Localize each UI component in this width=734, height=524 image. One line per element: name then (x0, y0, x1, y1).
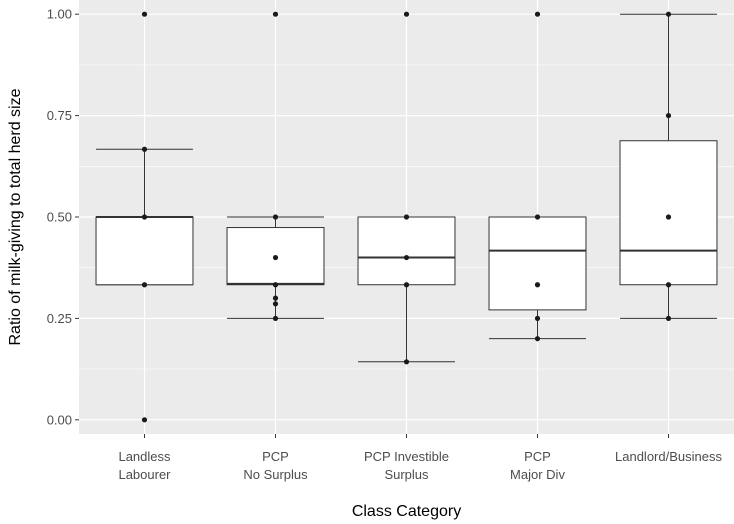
x-tick-label-line: No Surplus (243, 467, 308, 482)
y-tick-label: 0.25 (47, 311, 72, 326)
x-tick-label: PCP Major Div (510, 449, 565, 482)
data-point (665, 112, 672, 119)
data-point (141, 146, 148, 152)
data-point (665, 315, 672, 322)
x-tick-label: PCP No Surplus (243, 449, 308, 482)
y-tick-label: 1.00 (47, 7, 72, 22)
x-axis: Landless Labourer PCP No Surplus PCP Investi… (118, 434, 722, 482)
data-point (272, 282, 279, 288)
data-point (141, 417, 148, 423)
data-point (403, 214, 410, 220)
data-point (272, 11, 279, 17)
x-tick-label-line: PCP (262, 449, 289, 464)
x-tick-label: Landless Labourer (118, 449, 171, 482)
x-tick-label-line: Landlord/Business (615, 449, 722, 464)
data-point (272, 315, 279, 322)
y-tick-label: 0.00 (47, 412, 72, 427)
x-tick-label: Landlord/Business (615, 449, 722, 464)
x-axis-title: Class Category (352, 503, 461, 520)
data-point (534, 315, 541, 322)
data-point (665, 214, 672, 220)
data-point (272, 254, 279, 261)
data-points (141, 11, 672, 423)
x-tick-label-line: Landless (118, 449, 171, 464)
data-point (272, 295, 279, 301)
data-point (534, 214, 541, 220)
y-axis: 0.00 0.25 0.50 0.75 1.00 (47, 7, 79, 427)
box-group (95, 13, 718, 363)
data-point (534, 11, 541, 17)
data-point (403, 254, 410, 261)
x-tick-label-line: Labourer (118, 467, 171, 482)
data-point (272, 301, 279, 307)
box (488, 216, 587, 311)
data-point (534, 336, 541, 342)
x-tick-label-line: Surplus (384, 467, 429, 482)
y-tick-label: 0.50 (47, 210, 72, 225)
x-tick-label-line: PCP (524, 449, 551, 464)
y-tick-label: 0.75 (47, 108, 72, 123)
data-point (403, 11, 410, 17)
data-point (665, 11, 672, 17)
x-tick-label-line: Major Div (510, 467, 565, 482)
data-point (403, 282, 410, 288)
y-axis-title: Ratio of milk-giving to total herd size (7, 88, 24, 345)
x-tick-label: PCP Investible Surplus (364, 449, 449, 482)
box (95, 216, 194, 286)
data-point (141, 282, 148, 288)
data-point (141, 11, 148, 17)
x-tick-label-line: PCP Investible (364, 449, 449, 464)
data-point (665, 282, 672, 288)
box (619, 140, 718, 286)
data-point (403, 359, 410, 365)
box (357, 216, 456, 286)
data-point (141, 214, 148, 220)
data-point (534, 282, 541, 288)
data-point (272, 214, 279, 220)
